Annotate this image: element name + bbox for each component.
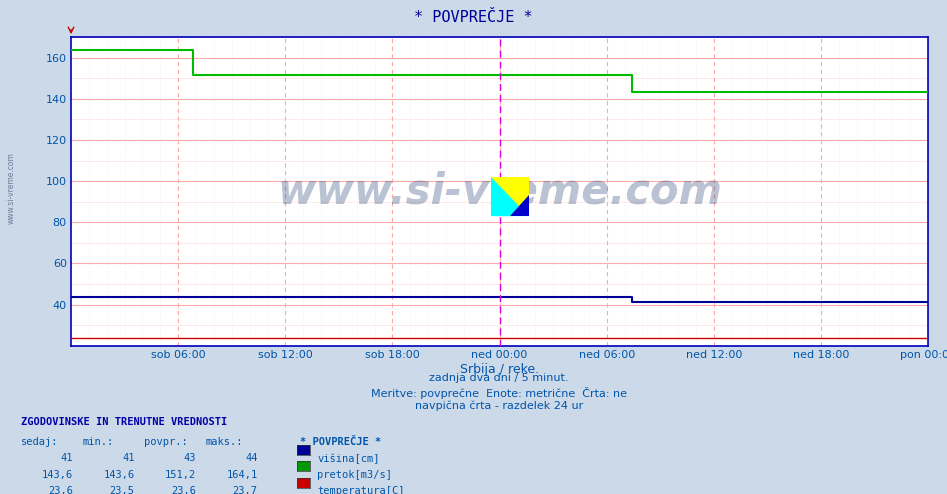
- Text: 23,6: 23,6: [48, 486, 73, 494]
- Text: Meritve: povprečne  Enote: metrične  Črta: ne: Meritve: povprečne Enote: metrične Črta:…: [371, 387, 627, 399]
- Text: 23,5: 23,5: [110, 486, 134, 494]
- Text: Srbija / reke.: Srbija / reke.: [459, 363, 539, 376]
- Text: min.:: min.:: [82, 437, 114, 447]
- Text: 143,6: 143,6: [103, 470, 134, 480]
- Text: 143,6: 143,6: [42, 470, 73, 480]
- Text: www.si-vreme.com: www.si-vreme.com: [277, 170, 722, 212]
- Bar: [491, 177, 528, 216]
- Text: 43: 43: [184, 453, 196, 463]
- Text: pretok[m3/s]: pretok[m3/s]: [317, 470, 392, 480]
- Text: navpična črta - razdelek 24 ur: navpična črta - razdelek 24 ur: [415, 401, 583, 411]
- Text: povpr.:: povpr.:: [144, 437, 188, 447]
- Text: maks.:: maks.:: [205, 437, 243, 447]
- Text: 41: 41: [61, 453, 73, 463]
- Text: višina[cm]: višina[cm]: [317, 453, 380, 464]
- Polygon shape: [491, 177, 528, 216]
- Text: * POVPREČJE *: * POVPREČJE *: [414, 10, 533, 25]
- Text: 151,2: 151,2: [165, 470, 196, 480]
- Text: temperatura[C]: temperatura[C]: [317, 486, 404, 494]
- Text: 164,1: 164,1: [226, 470, 258, 480]
- Text: sedaj:: sedaj:: [21, 437, 59, 447]
- Text: ZGODOVINSKE IN TRENUTNE VREDNOSTI: ZGODOVINSKE IN TRENUTNE VREDNOSTI: [21, 417, 227, 427]
- Text: zadnja dva dni / 5 minut.: zadnja dva dni / 5 minut.: [429, 373, 569, 383]
- Text: * POVPREČJE *: * POVPREČJE *: [300, 437, 382, 447]
- Text: 44: 44: [245, 453, 258, 463]
- Text: 23,6: 23,6: [171, 486, 196, 494]
- Text: 41: 41: [122, 453, 134, 463]
- Polygon shape: [509, 195, 528, 216]
- Text: www.si-vreme.com: www.si-vreme.com: [7, 152, 16, 224]
- Text: 23,7: 23,7: [233, 486, 258, 494]
